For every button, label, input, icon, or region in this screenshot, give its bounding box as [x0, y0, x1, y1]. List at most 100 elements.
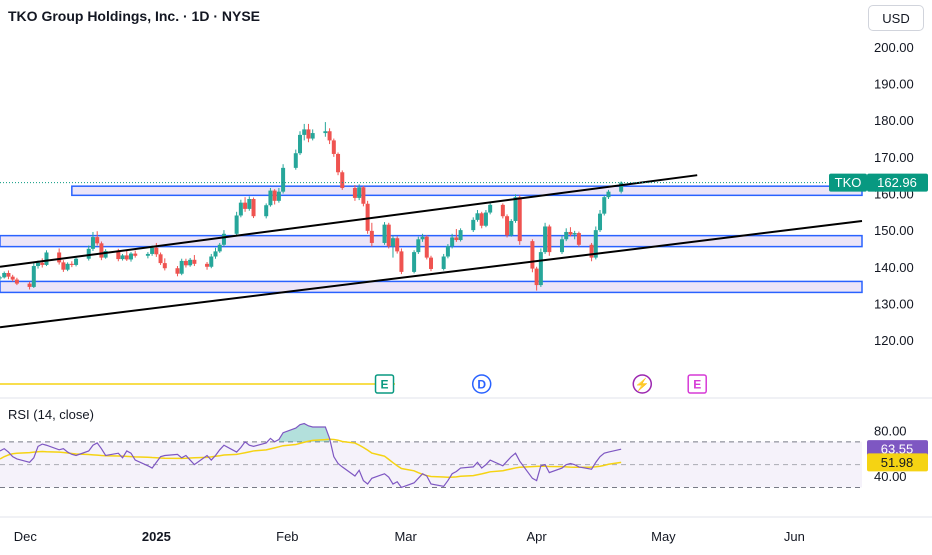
rsi-ma-line: [0, 438, 622, 479]
time-tick-label: 2025: [142, 529, 171, 544]
candle-body: [598, 213, 603, 231]
candle-body: [416, 239, 421, 253]
candle-body: [306, 129, 311, 139]
candle-body: [369, 230, 374, 243]
candle-body: [158, 254, 163, 264]
candle-body: [395, 238, 400, 252]
candle-body: [154, 247, 159, 255]
price-tick-label: 150.00: [874, 223, 914, 238]
candle-body: [10, 276, 15, 280]
candle-body: [424, 236, 429, 258]
price-tick-label: 180.00: [874, 113, 914, 128]
rsi-overbought-fill: [278, 423, 330, 442]
candle-body: [120, 255, 125, 260]
candle-body: [90, 237, 95, 249]
candle-body: [61, 262, 66, 270]
candle-body: [420, 236, 425, 240]
candle-body: [331, 140, 336, 154]
candle-body: [213, 251, 218, 257]
candle-body: [209, 256, 214, 267]
candle-body: [86, 248, 91, 259]
candle-body: [576, 233, 581, 245]
candle-body: [103, 251, 108, 258]
currency-button[interactable]: USD: [868, 5, 924, 31]
candle-body: [538, 252, 543, 286]
candle-body: [471, 219, 476, 231]
candle-body: [479, 213, 484, 226]
rsi-band-fill: [0, 441, 862, 488]
candle-body: [445, 246, 450, 257]
zone-rect: [0, 280, 863, 294]
candle-body: [133, 253, 138, 256]
candle-body: [390, 238, 395, 247]
candle-body: [323, 131, 328, 134]
earnings-marker: [374, 374, 395, 394]
last-price-value: 162.96: [877, 175, 917, 190]
rsi-tick-label: 40.00: [874, 469, 907, 484]
candle-body: [488, 204, 493, 213]
candle-body: [593, 230, 598, 258]
candle-body: [513, 197, 518, 221]
candle-body: [243, 202, 248, 209]
candle-body: [264, 205, 269, 217]
candle-body: [606, 191, 611, 198]
candle-body: [192, 259, 197, 264]
candle-body: [69, 263, 74, 265]
event-marker-label: E: [381, 378, 389, 392]
symbol-title[interactable]: TKO Group Holdings, Inc. · 1D · NYSE: [8, 8, 261, 24]
candle-body: [564, 231, 569, 240]
rsi-title[interactable]: RSI (14, close): [8, 407, 94, 422]
candle-body: [281, 167, 286, 192]
dividend-marker: [471, 374, 492, 394]
candle-body: [188, 259, 193, 266]
zone-rect: [0, 234, 863, 248]
candle-body: [357, 187, 362, 198]
candle-body: [150, 247, 155, 254]
earnings-marker: [687, 374, 707, 394]
candle-body: [74, 258, 79, 265]
candle-body: [517, 197, 522, 242]
candle-body: [31, 266, 36, 287]
candle-body: [352, 188, 357, 198]
candle-body: [429, 257, 433, 269]
candle-body: [505, 216, 510, 236]
rsi-ma-value: 51.98: [881, 455, 914, 470]
candle-body: [340, 172, 345, 189]
candle-body: [543, 226, 548, 253]
candle-body: [40, 262, 45, 265]
split-marker: [632, 374, 653, 394]
candle-body: [399, 251, 404, 272]
candle-body: [568, 231, 573, 235]
candle-body: [293, 153, 298, 168]
candle-body: [99, 243, 104, 258]
time-tick-label: Jun: [784, 529, 805, 544]
price-tick-label: 140.00: [874, 260, 914, 275]
rsi-line: [0, 422, 622, 489]
candle-body: [458, 230, 463, 241]
candle-body: [310, 133, 315, 139]
candle-body: [175, 268, 180, 274]
candle-body: [509, 220, 514, 236]
candle-body: [530, 241, 535, 269]
candle-body: [483, 212, 488, 226]
candle-body: [572, 233, 577, 235]
candle-body: [412, 252, 417, 272]
time-tick-label: Feb: [276, 529, 298, 544]
rsi-tick-label: 80.00: [874, 423, 907, 438]
time-tick-label: Dec: [14, 529, 38, 544]
candle-body: [272, 190, 277, 201]
candle-body: [454, 237, 459, 241]
candle-body: [602, 197, 607, 214]
candle-body: [57, 252, 62, 263]
rsi-ma-value-tag: [867, 453, 928, 472]
candle-body: [268, 190, 273, 206]
candle-body: [116, 251, 121, 260]
candle-body: [450, 237, 455, 247]
price-tick-label: 190.00: [874, 77, 914, 92]
candle-body: [2, 272, 7, 278]
candle-body: [0, 277, 2, 279]
candle-body: [128, 253, 133, 260]
candle-body: [247, 199, 252, 209]
